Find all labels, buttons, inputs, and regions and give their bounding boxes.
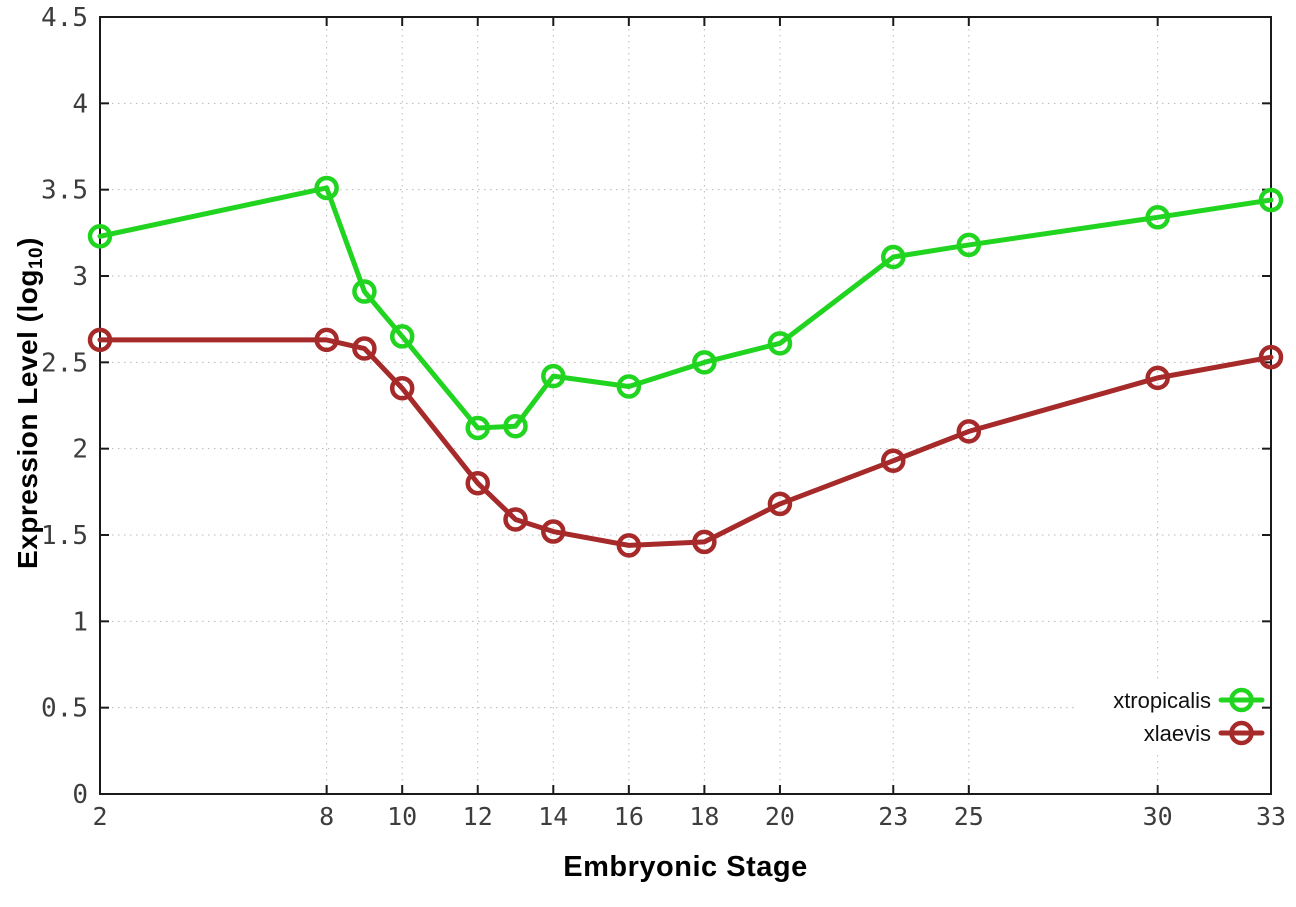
data-point-xlaevis-8 xyxy=(314,327,339,353)
y-axis-title-main: Expression Level (log xyxy=(12,269,43,569)
data-point-xtropicalis-10 xyxy=(389,324,415,349)
data-point-xtropicalis-12 xyxy=(465,415,490,441)
legend-label-xtropicalis: xtropicalis xyxy=(1113,688,1211,713)
x-tick-label-30: 30 xyxy=(1143,802,1173,831)
data-point-xlaevis-13 xyxy=(503,507,528,532)
y-axis-title-subscript: 10 xyxy=(26,246,48,270)
y-tick-label-2: 2 xyxy=(72,435,88,465)
x-tick-label-20: 20 xyxy=(765,802,795,831)
data-point-xlaevis-12 xyxy=(465,470,490,496)
x-tick-label-14: 14 xyxy=(538,802,568,831)
x-tick-label-23: 23 xyxy=(878,802,908,831)
data-point-xtropicalis-30 xyxy=(1145,205,1170,230)
x-axis-title: Embryonic Stage xyxy=(563,851,808,883)
data-point-xtropicalis-2 xyxy=(87,224,113,249)
y-axis-title: Expression Level (log10) xyxy=(12,153,48,653)
data-point-xlaevis-25 xyxy=(956,419,982,444)
series-line-xtropicalis xyxy=(97,185,1274,431)
x-tick-label-8: 8 xyxy=(319,802,334,831)
legend-label-xlaevis: xlaevis xyxy=(1144,721,1211,746)
y-tick-label-1: 1 xyxy=(72,607,88,637)
data-point-xtropicalis-18 xyxy=(692,350,717,375)
y-tick-label-3.5: 3.5 xyxy=(41,176,88,206)
y-tick-label-4.5: 4.5 xyxy=(41,3,88,33)
y-tick-label-1.5: 1.5 xyxy=(41,521,88,551)
data-point-xlaevis-33 xyxy=(1258,344,1284,370)
legend-marker-xlaevis xyxy=(1229,720,1254,746)
data-point-xlaevis-30 xyxy=(1145,365,1170,391)
data-point-xlaevis-9 xyxy=(352,336,377,361)
data-point-xtropicalis-20 xyxy=(767,331,793,356)
data-point-xlaevis-14 xyxy=(541,519,566,544)
data-point-xtropicalis-13 xyxy=(503,413,528,439)
y-tick-label-0.5: 0.5 xyxy=(41,694,88,724)
data-point-xlaevis-20 xyxy=(767,491,793,517)
data-point-xlaevis-16 xyxy=(616,533,642,558)
data-point-xtropicalis-9 xyxy=(352,279,377,304)
legend-marker-xtropicalis xyxy=(1229,687,1254,713)
data-point-xtropicalis-16 xyxy=(616,374,642,399)
data-point-xtropicalis-25 xyxy=(956,232,982,258)
x-tick-label-12: 12 xyxy=(463,802,493,831)
y-axis-title-close: ) xyxy=(12,237,43,247)
x-tick-label-33: 33 xyxy=(1256,802,1286,831)
x-tick-label-10: 10 xyxy=(387,802,417,831)
y-tick-label-4: 4 xyxy=(72,89,88,119)
data-point-xlaevis-10 xyxy=(389,375,415,401)
data-point-xtropicalis-23 xyxy=(881,244,906,270)
plot-border xyxy=(99,16,1272,795)
x-tick-label-16: 16 xyxy=(614,802,644,831)
data-point-xlaevis-18 xyxy=(692,529,717,555)
x-tick-label-25: 25 xyxy=(954,802,984,831)
y-tick-label-2.5: 2.5 xyxy=(41,348,88,378)
data-point-xlaevis-2 xyxy=(87,327,113,353)
y-tick-label-3: 3 xyxy=(72,262,88,292)
x-tick-label-2: 2 xyxy=(92,802,107,831)
data-point-xlaevis-23 xyxy=(881,448,906,474)
y-tick-label-0: 0 xyxy=(72,780,88,810)
data-point-xtropicalis-8 xyxy=(314,175,339,201)
data-point-xtropicalis-14 xyxy=(541,363,566,389)
data-point-xtropicalis-33 xyxy=(1258,187,1284,213)
x-tick-label-18: 18 xyxy=(689,802,719,831)
